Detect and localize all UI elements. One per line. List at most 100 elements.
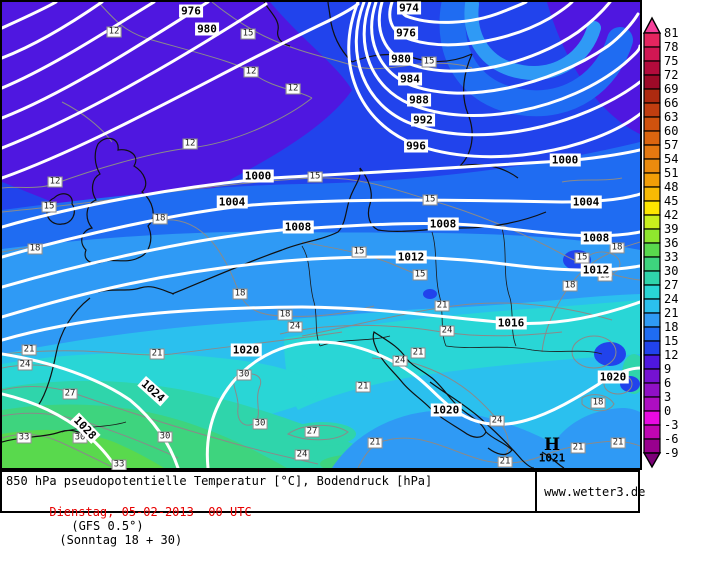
theta-contour-label: 15 (351, 246, 367, 258)
colorbar-tick-label: 60 (664, 124, 678, 138)
colorbar-segment (643, 158, 661, 174)
isobar-label: 1016 (495, 316, 527, 330)
temperature-colorbar: 81 78 75 72 69 66 63 60 57 54 51 48 45 42 39 36 33 30 27 24… (642, 0, 704, 513)
isobar-label: 980 (389, 52, 413, 66)
colorbar-tick-label: 69 (664, 82, 678, 96)
theta-contour-label: 15 (574, 252, 590, 264)
colorbar-segment (643, 172, 661, 188)
colorbar-tick-label: 75 (664, 54, 678, 68)
isobar-label: 1020 (597, 370, 629, 384)
colorbar-segment (643, 284, 661, 300)
colorbar-tick-label: 27 (664, 278, 678, 292)
theta-contour-label: 30 (252, 418, 268, 430)
theta-contour-label: 24 (287, 321, 303, 333)
isobar-label: 1000 (242, 169, 274, 183)
high-pressure-value: 1021 (538, 451, 566, 465)
colorbar-tick-label: -9 (664, 446, 678, 460)
credit-text: © www.wetter3.de (529, 484, 646, 499)
colorbar-tick-label: 30 (664, 264, 678, 278)
isobar-label: 1024 (137, 375, 169, 407)
weather-map-page: { "footer": { "line1": "850 hPa pseudopo… (0, 0, 704, 547)
colorbar-tick-label: -6 (664, 432, 678, 446)
theta-contour-label: 12 (243, 66, 259, 78)
theta-contour-label: 18 (277, 309, 293, 321)
colorbar-tick-label: 81 (664, 26, 678, 40)
colorbar-segment (643, 130, 661, 146)
isobar-label: 974 (397, 1, 421, 15)
isobar-label: 988 (407, 93, 431, 107)
colorbar-tick-label: 78 (664, 40, 678, 54)
colorbar-segment (643, 270, 661, 286)
info-bar: 850 hPa pseudopotentielle Temperatur [°C… (0, 470, 645, 547)
colorbar-segment (643, 298, 661, 314)
isobar-label: 1020 (430, 403, 462, 417)
isobar-label: 980 (195, 22, 219, 36)
colorbar-segment (643, 88, 661, 104)
colorbar-segment (643, 424, 661, 440)
isobar-label: 1004 (570, 195, 602, 209)
theta-contour-label: 15 (421, 56, 437, 68)
theta-contour-label: 27 (304, 426, 320, 438)
colorbar-segment (643, 396, 661, 412)
theta-contour-label: 21 (367, 437, 383, 449)
theta-contour-label: 21 (21, 344, 37, 356)
theta-contour-label: 24 (17, 359, 33, 371)
theta-contour-label: 21 (570, 442, 586, 454)
colorbar-arrow-top (642, 16, 662, 34)
isobar-label: 1000 (549, 153, 581, 167)
colorbar-graphic: 8178757269666360575451484542393633302724… (642, 16, 678, 469)
map-label-layer: 1212121212151515151515151515181818181818… (2, 1, 640, 471)
isobar-label: 1012 (395, 250, 427, 264)
theta-contour-label: 21 (610, 437, 626, 449)
theta-contour-label: 21 (434, 300, 450, 312)
isobar-label: 1012 (580, 263, 612, 277)
colorbar-tick-label: 51 (664, 166, 678, 180)
colorbar-tick-label: 36 (664, 236, 678, 250)
theta-contour-label: 18 (609, 242, 625, 254)
theta-contour-label: 18 (590, 397, 606, 409)
weather-map-canvas: 1212121212151515151515151515181818181818… (0, 0, 642, 471)
colorbar-tick-label: 0 (664, 404, 671, 418)
colorbar-tick-label: 63 (664, 110, 678, 124)
colorbar-tick-label: 72 (664, 68, 678, 82)
colorbar-segment (643, 256, 661, 272)
theta-contour-label: 18 (562, 280, 578, 292)
credit-box: © www.wetter3.de (530, 470, 645, 513)
isobar-label: 1004 (216, 195, 248, 209)
colorbar-segment (643, 368, 661, 384)
colorbar-arrow-bottom (642, 452, 662, 469)
colorbar-segment (643, 382, 661, 398)
theta-contour-label: 15 (422, 194, 438, 206)
theta-contour-label: 15 (412, 269, 428, 281)
theta-contour-label: 21 (410, 347, 426, 359)
theta-contour-label: 24 (392, 355, 408, 367)
high-pressure-symbol: H (543, 435, 561, 455)
theta-contour-label: 12 (285, 83, 301, 95)
colorbar-tick-label: -3 (664, 418, 678, 432)
colorbar-tick-label: 39 (664, 222, 678, 236)
theta-contour-label: 21 (149, 348, 165, 360)
colorbar-tick-label: 18 (664, 320, 678, 334)
chart-title: 850 hPa pseudopotentielle Temperatur [°C… (6, 474, 433, 488)
run-datetime: Dienstag, 05-02-2013 00 UTC (49, 505, 252, 519)
theta-contour-label: 30 (236, 369, 252, 381)
isobar-label: 1008 (580, 231, 612, 245)
colorbar-segment (643, 144, 661, 160)
theta-contour-label: 15 (240, 28, 256, 40)
theta-contour-label: 21 (355, 381, 371, 393)
colorbar-tick-label: 42 (664, 208, 678, 222)
theta-contour-label: 18 (152, 213, 168, 225)
colorbar-segment (643, 186, 661, 202)
colorbar-tick-label: 33 (664, 250, 678, 264)
theta-contour-label: 12 (47, 176, 63, 188)
colorbar-segment (643, 326, 661, 342)
colorbar-segment (643, 340, 661, 356)
colorbar-tick-label: 6 (664, 376, 671, 390)
colorbar-segment (643, 102, 661, 118)
isobar-label: 996 (404, 139, 428, 153)
isobar-label: 1020 (230, 343, 262, 357)
model-name: (GFS 0.5°) (71, 519, 144, 533)
isobar-label: 984 (398, 72, 422, 86)
colorbar-segment (643, 242, 661, 258)
colorbar-segment (643, 312, 661, 328)
